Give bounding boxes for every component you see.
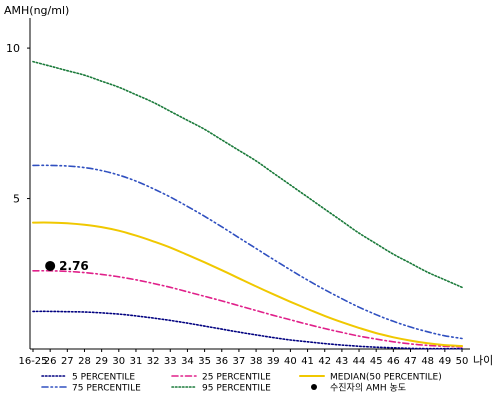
patient-amh-value-label: 2.76 xyxy=(59,259,89,273)
x-tick-label: 32 xyxy=(147,356,160,367)
series-lines xyxy=(32,60,463,350)
y-ticks: 5 10 xyxy=(6,42,30,206)
legend-marker-swatch xyxy=(311,384,317,390)
x-tick-label: 37 xyxy=(233,356,246,367)
series-line-5-percentile xyxy=(32,310,463,350)
legend: 5 PERCENTILE 25 PERCENTILE MEDIAN(50 PERCE… xyxy=(41,373,442,394)
x-tick-label: 45 xyxy=(370,356,383,367)
x-tick-label: 49 xyxy=(438,356,451,367)
x-tick-label: 34 xyxy=(181,356,194,367)
x-tick-label: 40 xyxy=(284,356,297,367)
legend-label: 25 PERCENTILE xyxy=(202,373,271,383)
legend-marker-label: 수진자의 AMH 농도 xyxy=(330,383,406,394)
x-tick-label: 26 xyxy=(44,356,57,367)
patient-amh-marker xyxy=(45,260,56,271)
series-line-75-percentile xyxy=(32,164,463,340)
x-tick-label: 30 xyxy=(112,356,125,367)
x-tick-label: 31 xyxy=(130,356,143,367)
x-tick-label: 36 xyxy=(215,356,228,367)
y-axis-label: AMH(ng/ml) xyxy=(4,4,69,17)
marker-layer: 2.76 xyxy=(45,259,89,273)
x-tick-label: 33 xyxy=(164,356,177,367)
x-tick-label: 44 xyxy=(353,356,366,367)
x-tick-label: 41 xyxy=(301,356,314,367)
x-tick-label: 29 xyxy=(95,356,108,367)
x-tick-label: 27 xyxy=(61,356,74,367)
y-tick-label: 5 xyxy=(13,193,20,206)
x-tick-label: 16-25 xyxy=(18,356,47,367)
legend-label: 75 PERCENTILE xyxy=(72,384,141,394)
series-line-median-50-percentile xyxy=(32,221,463,347)
x-tick-label: 35 xyxy=(198,356,211,367)
x-tick-label: 42 xyxy=(318,356,331,367)
x-tick-label: 28 xyxy=(78,356,91,367)
x-tick-label: 47 xyxy=(404,356,417,367)
x-axis-label: 나이 xyxy=(473,354,493,367)
x-tick-label: 38 xyxy=(250,356,263,367)
legend-label: 5 PERCENTILE xyxy=(72,373,135,383)
x-tick-label: 48 xyxy=(421,356,434,367)
legend-label: 95 PERCENTILE xyxy=(202,384,271,394)
series-line-95-percentile xyxy=(32,60,463,289)
x-tick-label: 50 xyxy=(456,356,469,367)
x-tick-label: 39 xyxy=(267,356,280,367)
series-line-25-percentile xyxy=(32,269,463,348)
y-tick-label: 10 xyxy=(6,42,20,55)
x-tick-label: 46 xyxy=(387,356,400,367)
x-tick-label: 43 xyxy=(336,356,349,367)
legend-label: MEDIAN(50 PERCENTILE) xyxy=(330,373,442,383)
